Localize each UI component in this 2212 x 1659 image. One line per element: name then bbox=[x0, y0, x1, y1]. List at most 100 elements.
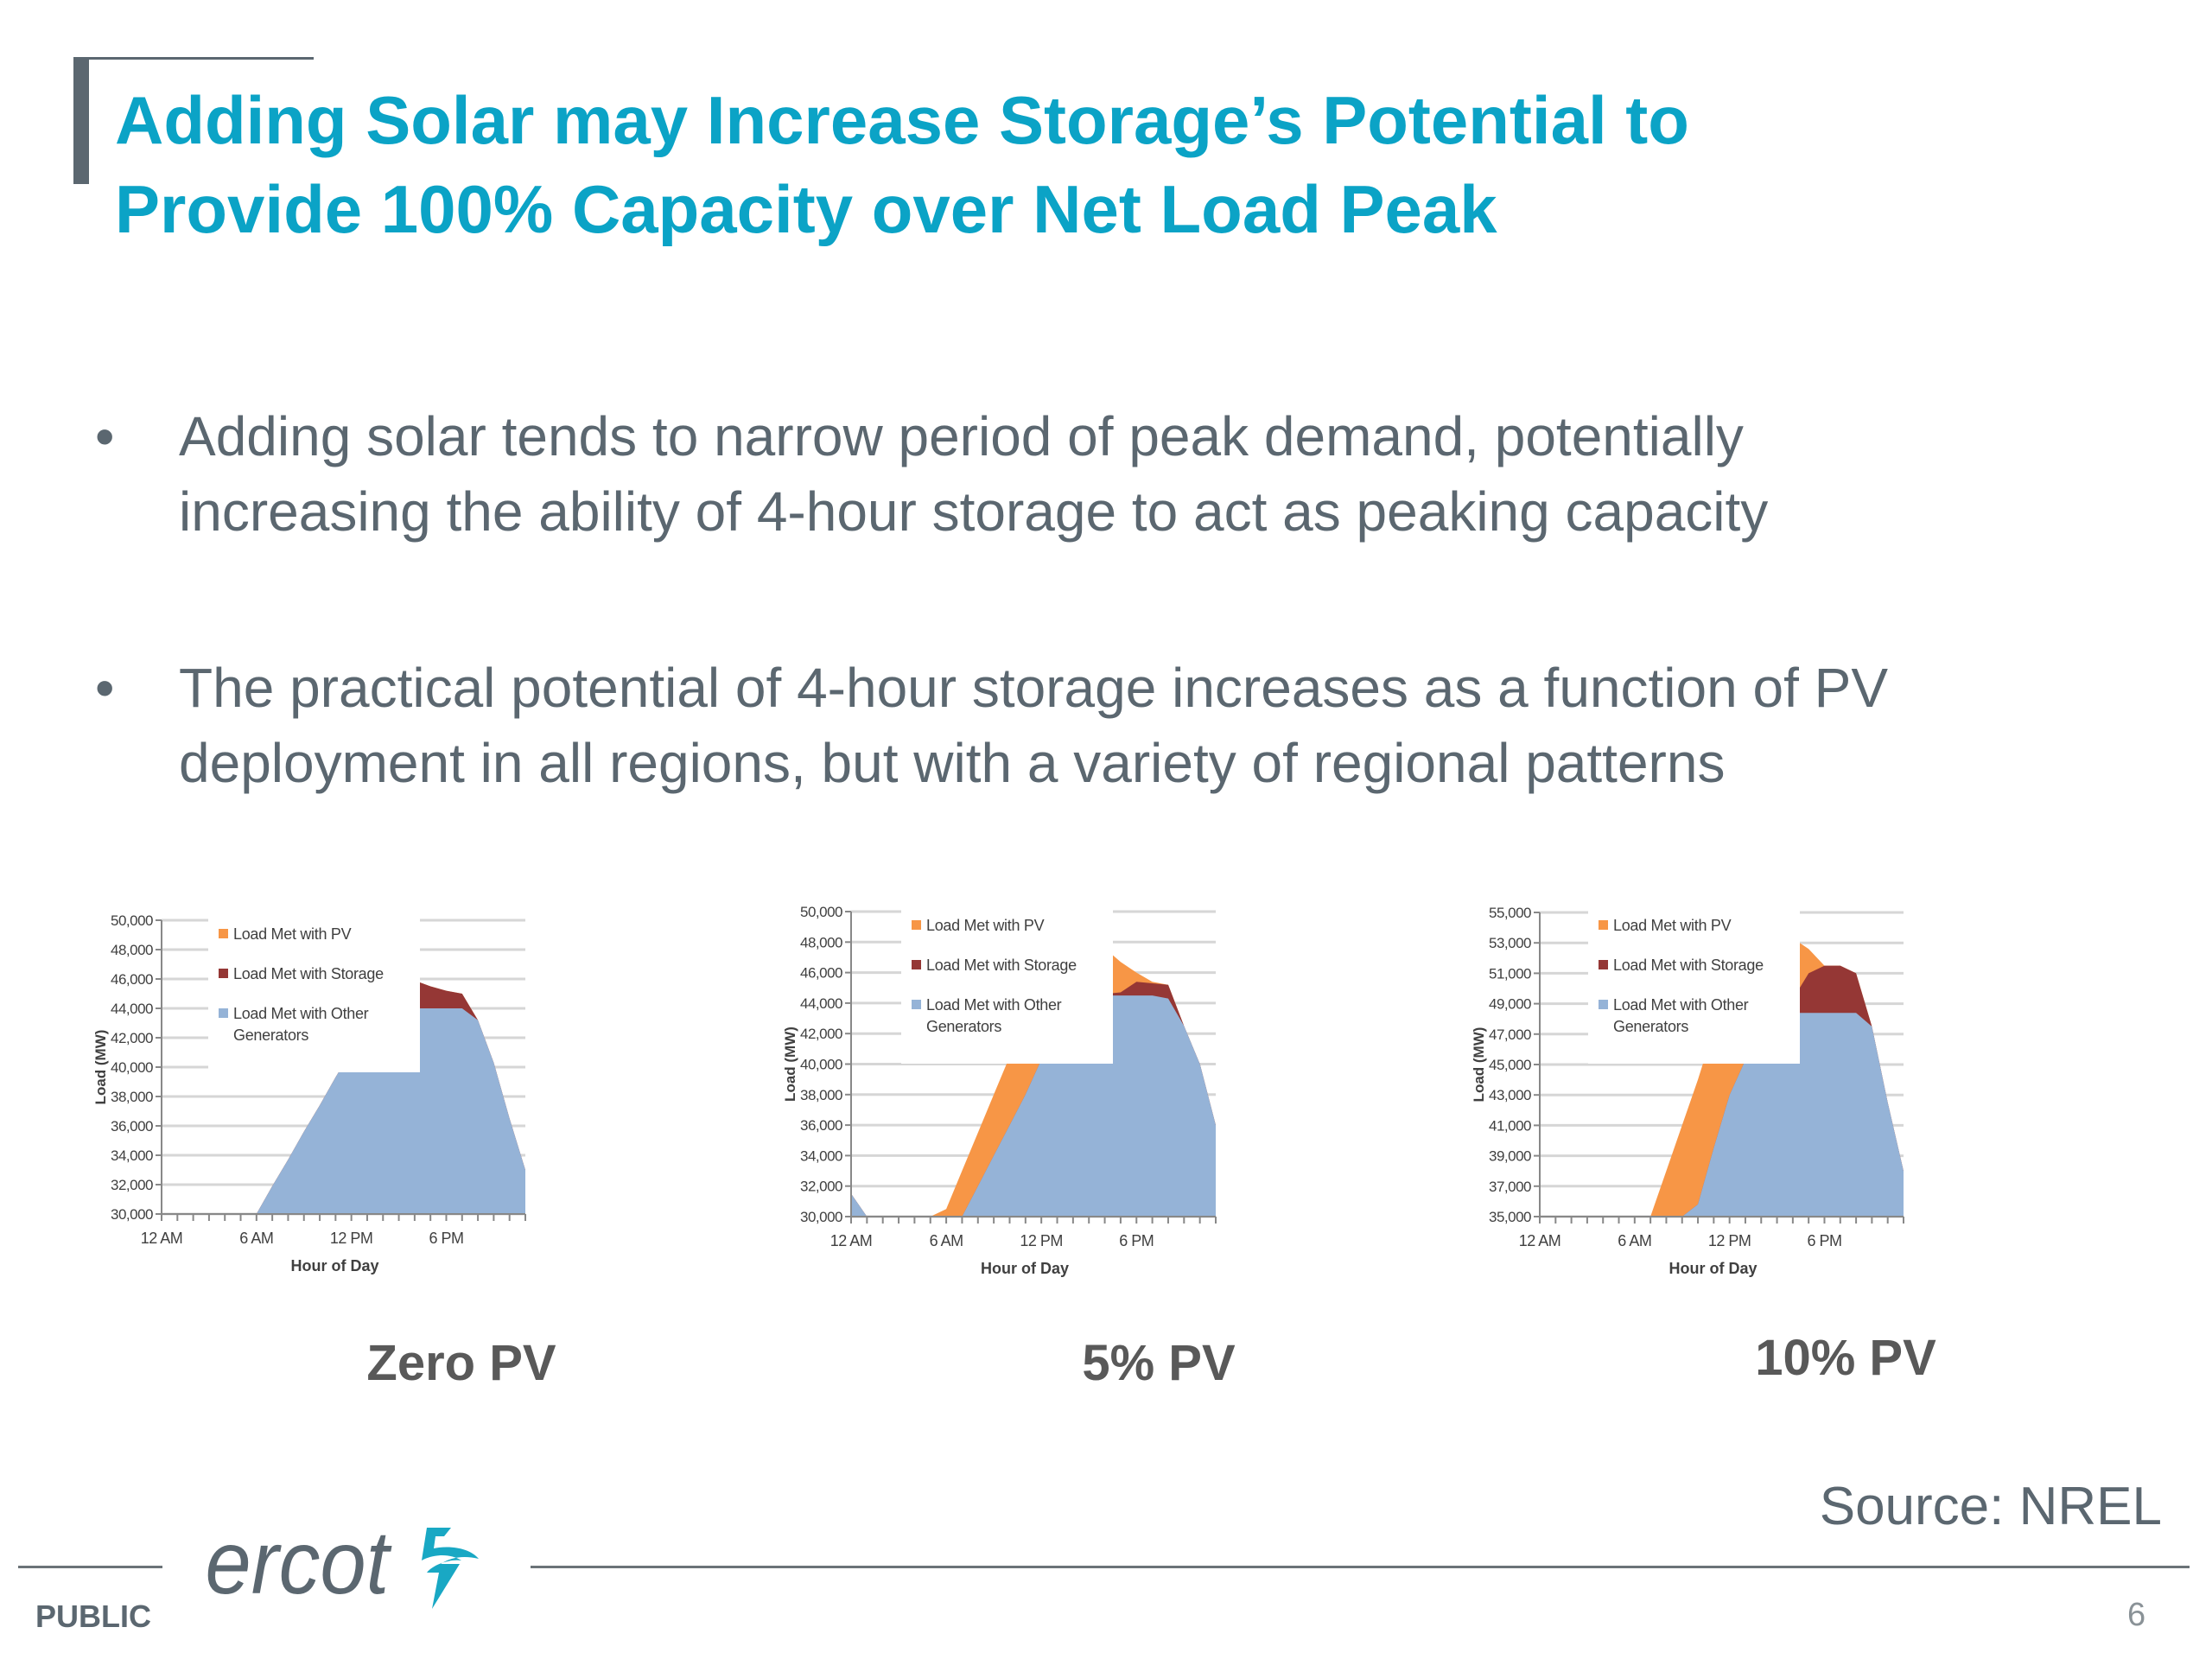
slide-title: Adding Solar may Increase Storage’s Pote… bbox=[115, 76, 1689, 254]
y-tick-label: 30,000 bbox=[800, 1209, 842, 1225]
y-tick-label: 39,000 bbox=[1489, 1148, 1531, 1165]
y-tick-label: 50,000 bbox=[800, 904, 842, 920]
legend-other-generators-swatch bbox=[1599, 1000, 1608, 1009]
logo-wordmark: ercot bbox=[206, 1513, 393, 1613]
x-tick-label: 6 PM bbox=[429, 1230, 463, 1247]
legend-pv-label: Load Met with PV bbox=[1613, 917, 1732, 934]
logo-bolt-icon bbox=[422, 1528, 479, 1609]
x-tick-label: 12 PM bbox=[1708, 1232, 1751, 1249]
y-tick-label: 40,000 bbox=[111, 1059, 153, 1076]
slide-title-line-1: Adding Solar may Increase Storage’s Pote… bbox=[115, 82, 1689, 158]
y-tick-label: 37,000 bbox=[1489, 1179, 1531, 1195]
x-tick-label: 6 AM bbox=[239, 1230, 273, 1247]
y-tick-label: 34,000 bbox=[111, 1147, 153, 1164]
y-tick-label: 44,000 bbox=[111, 1001, 153, 1017]
y-tick-label: 50,000 bbox=[111, 912, 153, 929]
ercot-logo: ercot bbox=[200, 1510, 494, 1623]
x-tick-label: 6 PM bbox=[1807, 1232, 1841, 1249]
title-bracket-bar bbox=[73, 59, 89, 184]
y-tick-label: 51,000 bbox=[1489, 965, 1531, 982]
y-tick-label: 49,000 bbox=[1489, 996, 1531, 1013]
y-tick-label: 38,000 bbox=[800, 1087, 842, 1103]
legend-other-generators-swatch bbox=[912, 1000, 921, 1009]
legend-other-generators-label: Load Met with Other bbox=[1613, 996, 1749, 1014]
chart-caption-5-pv: 5% PV bbox=[1082, 1335, 1236, 1391]
legend-pv-swatch bbox=[1599, 920, 1608, 930]
y-tick-label: 40,000 bbox=[800, 1057, 842, 1073]
legend-background bbox=[208, 918, 420, 1072]
legend-pv-label: Load Met with PV bbox=[233, 925, 352, 943]
legend-other-generators-label: Generators bbox=[1613, 1018, 1688, 1035]
y-tick-label: 30,000 bbox=[111, 1206, 153, 1223]
x-tick-label: 12 AM bbox=[1519, 1232, 1561, 1249]
y-tick-label: 43,000 bbox=[1489, 1087, 1531, 1103]
x-tick-label: 12 AM bbox=[830, 1232, 873, 1249]
y-tick-label: 36,000 bbox=[800, 1117, 842, 1134]
x-tick-label: 12 PM bbox=[330, 1230, 373, 1247]
y-tick-label: 53,000 bbox=[1489, 935, 1531, 951]
y-tick-label: 42,000 bbox=[800, 1026, 842, 1042]
y-tick-label: 42,000 bbox=[111, 1030, 153, 1046]
chart-caption-10-pv: 10% PV bbox=[1755, 1330, 1936, 1386]
y-tick-label: 34,000 bbox=[800, 1147, 842, 1164]
footer-divider-right bbox=[531, 1566, 2190, 1568]
y-tick-label: 41,000 bbox=[1489, 1117, 1531, 1134]
legend-pv-swatch bbox=[912, 920, 921, 930]
legend-other-generators-label: Generators bbox=[926, 1018, 1001, 1035]
y-axis-title: Load (MW) bbox=[1471, 1027, 1487, 1103]
legend-storage-swatch bbox=[1599, 960, 1608, 969]
x-tick-label: 6 AM bbox=[1618, 1232, 1651, 1249]
slide-title-line-2: Provide 100% Capacity over Net Load Peak bbox=[115, 171, 1497, 247]
legend-background bbox=[901, 910, 1113, 1064]
x-axis-title: Hour of Day bbox=[290, 1257, 378, 1274]
legend-pv-swatch bbox=[219, 929, 228, 938]
x-tick-label: 12 AM bbox=[141, 1230, 183, 1247]
legend-storage-label: Load Met with Storage bbox=[926, 957, 1077, 974]
chart-caption-zero-pv: Zero PV bbox=[366, 1335, 556, 1391]
bullet-text-line: The practical potential of 4-hour storag… bbox=[179, 657, 1888, 719]
y-tick-label: 36,000 bbox=[111, 1118, 153, 1135]
y-axis-title: Load (MW) bbox=[92, 1030, 109, 1105]
x-tick-label: 6 AM bbox=[930, 1232, 963, 1249]
footer-divider-left bbox=[18, 1566, 162, 1568]
bullet-text-line: increasing the ability of 4-hour storage… bbox=[179, 480, 1769, 543]
x-tick-label: 6 PM bbox=[1119, 1232, 1154, 1249]
y-tick-label: 48,000 bbox=[111, 942, 153, 958]
y-tick-label: 32,000 bbox=[800, 1179, 842, 1195]
legend-background bbox=[1588, 910, 1800, 1064]
classification-label: PUBLIC bbox=[35, 1599, 151, 1634]
bullet-icon: • bbox=[95, 657, 115, 719]
y-tick-label: 48,000 bbox=[800, 934, 842, 950]
bullet-text-line: deployment in all regions, but with a va… bbox=[179, 732, 1726, 794]
legend-storage-swatch bbox=[912, 960, 921, 969]
source-note: Source: NREL bbox=[1819, 1477, 2162, 1536]
legend-pv-label: Load Met with PV bbox=[926, 917, 1045, 934]
page-number: 6 bbox=[2127, 1597, 2146, 1633]
y-tick-label: 47,000 bbox=[1489, 1027, 1531, 1043]
y-tick-label: 35,000 bbox=[1489, 1209, 1531, 1225]
legend-other-generators-label: Load Met with Other bbox=[233, 1005, 369, 1022]
legend-storage-label: Load Met with Storage bbox=[233, 965, 384, 982]
legend-other-generators-label: Generators bbox=[233, 1027, 308, 1044]
area-other-generators bbox=[162, 1008, 525, 1214]
x-axis-title: Hour of Day bbox=[981, 1260, 1069, 1277]
y-axis-title: Load (MW) bbox=[782, 1027, 798, 1102]
y-tick-label: 32,000 bbox=[111, 1177, 153, 1193]
legend-other-generators-label: Load Met with Other bbox=[926, 996, 1062, 1014]
bullet-icon: • bbox=[95, 405, 115, 467]
area-other-generators bbox=[851, 995, 1216, 1217]
y-tick-label: 38,000 bbox=[111, 1089, 153, 1105]
x-axis-title: Hour of Day bbox=[1669, 1260, 1757, 1277]
legend-storage-swatch bbox=[219, 969, 228, 978]
bullet-text-line: Adding solar tends to narrow period of p… bbox=[179, 405, 1744, 467]
y-tick-label: 46,000 bbox=[800, 965, 842, 982]
y-tick-label: 44,000 bbox=[800, 995, 842, 1012]
area-other-generators bbox=[1540, 1013, 1904, 1217]
legend-storage-label: Load Met with Storage bbox=[1613, 957, 1764, 974]
y-tick-label: 55,000 bbox=[1489, 905, 1531, 921]
legend-other-generators-swatch bbox=[219, 1008, 228, 1018]
y-tick-label: 46,000 bbox=[111, 971, 153, 988]
y-tick-label: 45,000 bbox=[1489, 1057, 1531, 1073]
x-tick-label: 12 PM bbox=[1020, 1232, 1063, 1249]
